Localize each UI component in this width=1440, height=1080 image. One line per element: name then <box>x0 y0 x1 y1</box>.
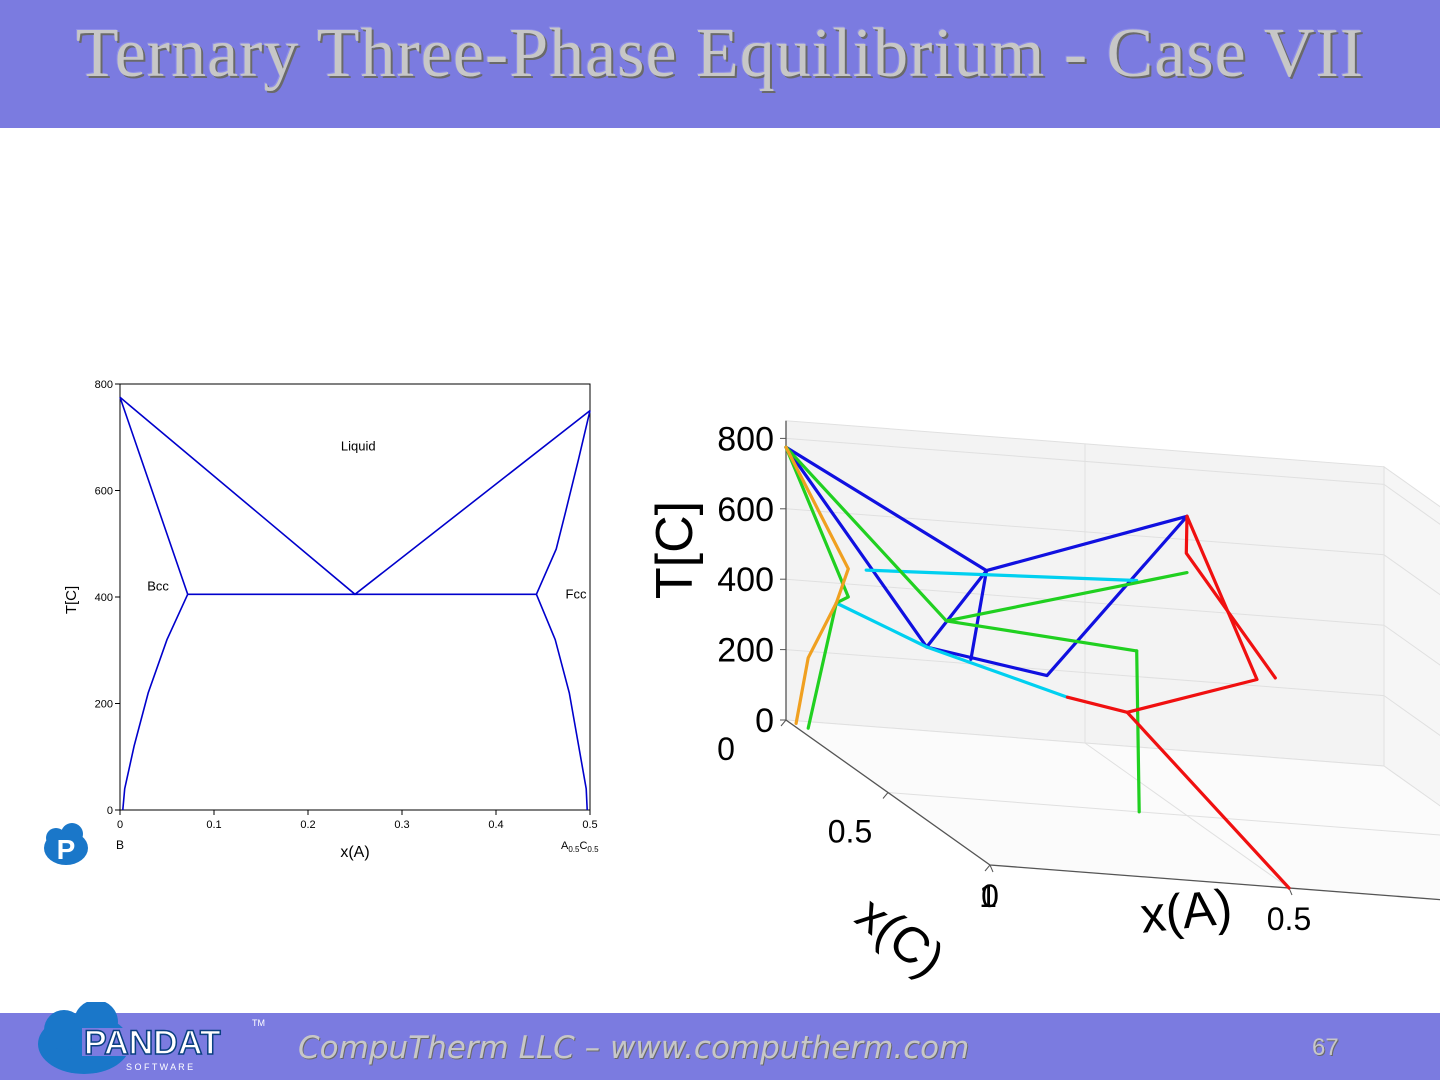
xc-tick-mark <box>984 864 991 872</box>
phase-curve-3d <box>1125 710 1291 890</box>
pandat-small-logo-icon: P <box>44 823 88 865</box>
phase-curve-3d <box>1135 649 1141 814</box>
phase-curve-3d <box>944 571 1189 623</box>
grid-line <box>785 578 1440 666</box>
phase-boundary-line <box>122 593 189 811</box>
phase-curve-3d <box>834 601 1069 699</box>
grid-line <box>785 508 1440 596</box>
logo-text: PANDAT <box>84 1024 221 1062</box>
xc-tick-label: 0.5 <box>828 814 872 850</box>
xc-tick-mark <box>780 719 787 727</box>
x-tick-label: 0.5 <box>582 819 597 831</box>
xc-axis-label: x(C) <box>846 885 955 987</box>
z-tick-label: 0 <box>755 702 774 740</box>
y-tick-label: 800 <box>95 379 113 391</box>
slide-title: Ternary Three-Phase Equilibrium - Case V… <box>75 15 1365 92</box>
phase-curve-3d <box>1184 514 1277 680</box>
svg-text:P: P <box>57 834 76 865</box>
logo-tm: TM <box>252 1018 265 1028</box>
phase-curve-3d <box>864 568 1139 583</box>
x-axis-right-end-label: A0.5C0.5 <box>561 840 599 854</box>
grid-line <box>887 792 1440 836</box>
xa-tick-mark <box>989 864 994 873</box>
z-tick-label: 400 <box>717 561 774 599</box>
y-tick-label: 600 <box>95 486 113 498</box>
x-tick-label: 0 <box>117 819 123 831</box>
x-tick-label: 0.1 <box>206 819 221 831</box>
y-tick-label: 0 <box>107 805 113 817</box>
phase-curve-3d <box>925 514 1189 678</box>
end-label-part: 0.5 <box>568 845 580 854</box>
back-wall-b <box>1383 465 1440 807</box>
phase-boundary-line <box>535 410 591 595</box>
phase-boundary-line <box>119 396 591 596</box>
z-tick-label: 200 <box>717 632 774 670</box>
xa-tick-label: 0.5 <box>1267 901 1311 937</box>
title-bar <box>0 0 1440 128</box>
footer-text: CompuTherm LLC – www.computherm.com <box>298 1030 970 1066</box>
xa-axis-label: x(A) <box>1138 878 1235 943</box>
xa-tick-label: 0 <box>981 878 999 914</box>
phase-curve-3d <box>1065 514 1259 714</box>
xc-tick-label: 0 <box>717 731 735 767</box>
x-tick-label: 0.4 <box>488 819 503 831</box>
phase-curve-3d <box>784 445 850 725</box>
z-tick-label: 800 <box>717 420 774 458</box>
region-label-fcc: Fcc <box>566 587 587 602</box>
y-axis-label: T[C] <box>63 586 80 614</box>
z-axis-label: T[C] <box>646 501 704 599</box>
x-axis-left-end-label: B <box>116 838 124 852</box>
phase-boundary-line <box>535 593 588 811</box>
grid-line <box>785 649 1440 737</box>
region-label-liquid: Liquid <box>341 439 376 454</box>
page-number: 67 <box>1312 1034 1339 1061</box>
y-tick-label: 400 <box>95 592 113 604</box>
z-tick-label: 600 <box>717 491 774 529</box>
end-label-part: A <box>561 840 569 852</box>
region-label-bcc: Bcc <box>147 579 169 594</box>
xc-tick-mark <box>882 792 889 799</box>
end-label-part: 0.5 <box>587 845 599 854</box>
end-label-part: C <box>579 840 587 852</box>
xc-tick-label: 1 <box>979 878 997 914</box>
y-tick-label: 200 <box>95 699 113 711</box>
pandat-logo-icon: PANDAT S O F T W A R E TM <box>38 1002 265 1074</box>
logo-subtext: S O F T W A R E <box>126 1062 193 1072</box>
grid-lines <box>784 420 1440 901</box>
x-axis-label: x(A) <box>340 844 369 861</box>
x-tick-label: 0.2 <box>300 819 315 831</box>
phase-curve-3d <box>784 445 850 730</box>
grid-line <box>785 437 1440 525</box>
x-tick-label: 0.3 <box>394 819 409 831</box>
phase-boundary-line <box>119 397 189 595</box>
